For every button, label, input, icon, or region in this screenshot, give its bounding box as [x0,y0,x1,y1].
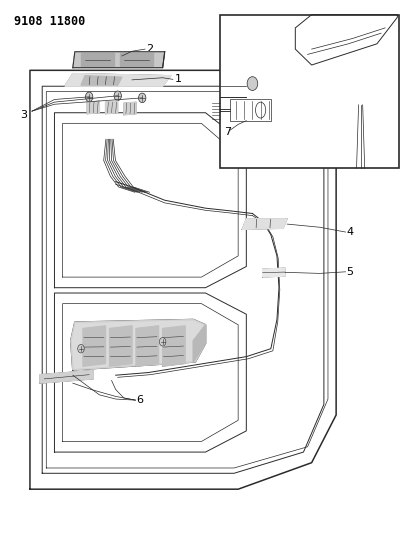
Polygon shape [87,101,99,114]
Text: 5: 5 [346,267,353,277]
Polygon shape [81,76,122,85]
Text: 1: 1 [175,74,182,84]
Polygon shape [65,74,171,86]
Text: 2: 2 [146,44,153,54]
Circle shape [159,337,166,346]
Polygon shape [193,325,206,362]
Polygon shape [242,219,287,229]
Polygon shape [73,52,165,68]
Text: 9108 11800: 9108 11800 [14,14,85,28]
Text: 4: 4 [346,227,353,237]
Circle shape [85,92,93,102]
Polygon shape [83,326,106,366]
Circle shape [247,77,258,91]
Text: 3: 3 [20,110,27,120]
Polygon shape [136,326,159,366]
Polygon shape [106,101,118,114]
Circle shape [139,93,146,103]
Polygon shape [110,326,132,366]
Polygon shape [81,53,115,66]
Text: 7: 7 [224,127,231,137]
Text: 6: 6 [136,395,143,405]
Polygon shape [263,268,285,277]
Circle shape [114,91,121,101]
Polygon shape [220,14,399,168]
Polygon shape [120,53,153,66]
Polygon shape [71,319,206,370]
Polygon shape [163,326,185,366]
Polygon shape [40,370,93,383]
Polygon shape [124,102,136,115]
Circle shape [78,344,84,353]
